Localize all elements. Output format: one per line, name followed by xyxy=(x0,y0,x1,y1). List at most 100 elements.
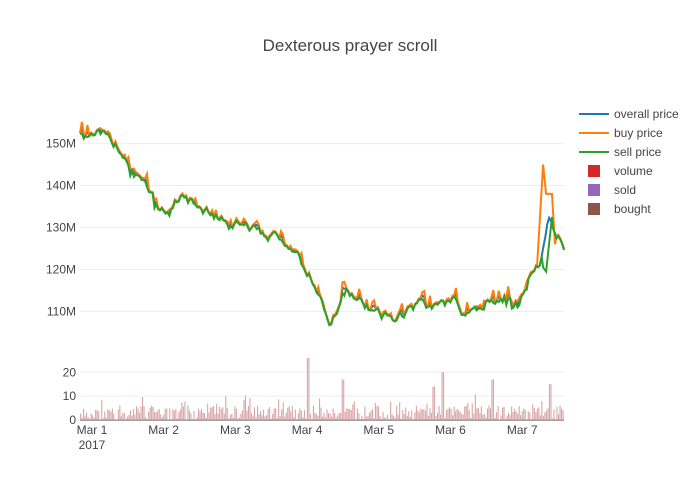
volume-bar xyxy=(261,415,263,420)
volume-bar xyxy=(142,397,144,420)
volume-bar xyxy=(288,406,290,420)
legend-box-swatch xyxy=(588,203,600,215)
volume-bar xyxy=(90,413,92,420)
volume-bar xyxy=(424,410,426,420)
volume-bar xyxy=(411,410,413,420)
volume-bar xyxy=(511,406,513,420)
legend-label: sold xyxy=(614,183,636,197)
volume-bar xyxy=(181,402,183,420)
volume-bars xyxy=(80,358,564,420)
volume-bar xyxy=(364,406,366,420)
volume-bar xyxy=(322,416,324,420)
volume-bar xyxy=(491,379,493,420)
volume-bar xyxy=(489,408,491,420)
volume-bar xyxy=(385,418,387,420)
x-tick-label: Mar 7 xyxy=(507,423,538,437)
volume-bar xyxy=(129,410,131,420)
volume-bar xyxy=(290,411,292,420)
volume-bar xyxy=(347,408,349,420)
volume-bar xyxy=(524,409,526,420)
volume-bar xyxy=(376,405,378,420)
volume-bar xyxy=(244,395,246,420)
volume-bar xyxy=(429,408,431,420)
volume-bar xyxy=(87,417,89,420)
x-year-label: 2017 xyxy=(79,438,106,452)
volume-bar xyxy=(220,409,222,420)
legend-item-sold[interactable]: sold xyxy=(588,183,636,197)
volume-bar xyxy=(305,418,307,420)
legend-item-sell-price[interactable]: sell price xyxy=(579,145,662,159)
volume-bar xyxy=(279,416,281,420)
volume-bar xyxy=(134,414,136,420)
legend-label: overall price xyxy=(614,107,679,121)
volume-bar xyxy=(538,407,540,420)
volume-bar xyxy=(312,405,314,420)
price-tick-label: 110M xyxy=(47,304,76,318)
volume-bar xyxy=(440,414,442,420)
volume-bar xyxy=(250,412,252,420)
volume-bar xyxy=(523,408,525,420)
price-tick-label: 150M xyxy=(46,137,76,151)
volume-bar xyxy=(314,412,316,420)
legend-item-volume[interactable]: volume xyxy=(588,164,653,178)
volume-bar xyxy=(427,415,429,420)
volume-bar xyxy=(520,415,522,420)
volume-bar xyxy=(526,419,528,420)
volume-bar xyxy=(86,412,88,420)
volume-bar xyxy=(119,405,121,420)
x-tick-label: Mar 6 xyxy=(435,423,466,437)
volume-bar xyxy=(488,405,490,420)
volume-bar xyxy=(361,415,363,420)
volume-bar xyxy=(275,408,277,420)
volume-bar xyxy=(110,411,112,420)
volume-bar xyxy=(403,414,405,420)
volume-bar xyxy=(353,401,355,420)
volume-bar xyxy=(551,418,553,420)
volume-bar xyxy=(154,412,156,420)
volume-bar xyxy=(96,410,98,420)
volume-bar xyxy=(437,412,439,420)
volume-bar xyxy=(205,417,207,420)
volume-bar xyxy=(281,409,283,420)
volume-bar xyxy=(108,410,110,420)
volume-bar xyxy=(128,415,130,420)
volume-bar xyxy=(334,412,336,420)
volume-bar xyxy=(423,409,425,420)
volume-bar xyxy=(173,410,175,420)
volume-bar xyxy=(178,412,180,420)
volume-bar xyxy=(539,415,541,420)
volume-bar xyxy=(473,413,475,420)
volume-bar xyxy=(113,413,115,420)
legend-item-bought[interactable]: bought xyxy=(588,202,651,216)
volume-bar xyxy=(470,418,472,420)
volume-bar xyxy=(317,415,319,420)
volume-bar xyxy=(282,402,284,420)
legend-item-buy-price[interactable]: buy price xyxy=(579,126,663,140)
legend-box-swatch xyxy=(588,184,600,196)
volume-bar xyxy=(494,417,496,420)
volume-bar xyxy=(370,411,372,420)
volume-bar xyxy=(485,417,487,420)
volume-bar xyxy=(343,379,345,420)
volume-bar xyxy=(137,408,139,420)
volume-bar xyxy=(309,413,311,420)
volume-bar xyxy=(320,407,322,420)
volume-tick-label: 10 xyxy=(63,389,77,403)
volume-bar xyxy=(255,417,257,420)
volume-bar xyxy=(167,419,169,420)
legend[interactable]: overall price buy price sell price volume so… xyxy=(579,107,679,216)
legend-item-overall-price[interactable]: overall price xyxy=(579,107,679,121)
volume-bar xyxy=(550,384,552,420)
volume-bar xyxy=(235,408,237,420)
legend-label: bought xyxy=(614,202,651,216)
volume-bar xyxy=(120,416,122,420)
volume-bar xyxy=(260,411,262,420)
volume-bar xyxy=(396,405,398,420)
volume-bar xyxy=(545,410,547,420)
volume-bar xyxy=(464,406,466,420)
volume-bar xyxy=(358,413,360,420)
volume-bar xyxy=(306,358,308,420)
volume-bar xyxy=(352,404,354,420)
x-tick-label: Mar 1 xyxy=(77,423,108,437)
volume-bar xyxy=(387,414,389,420)
